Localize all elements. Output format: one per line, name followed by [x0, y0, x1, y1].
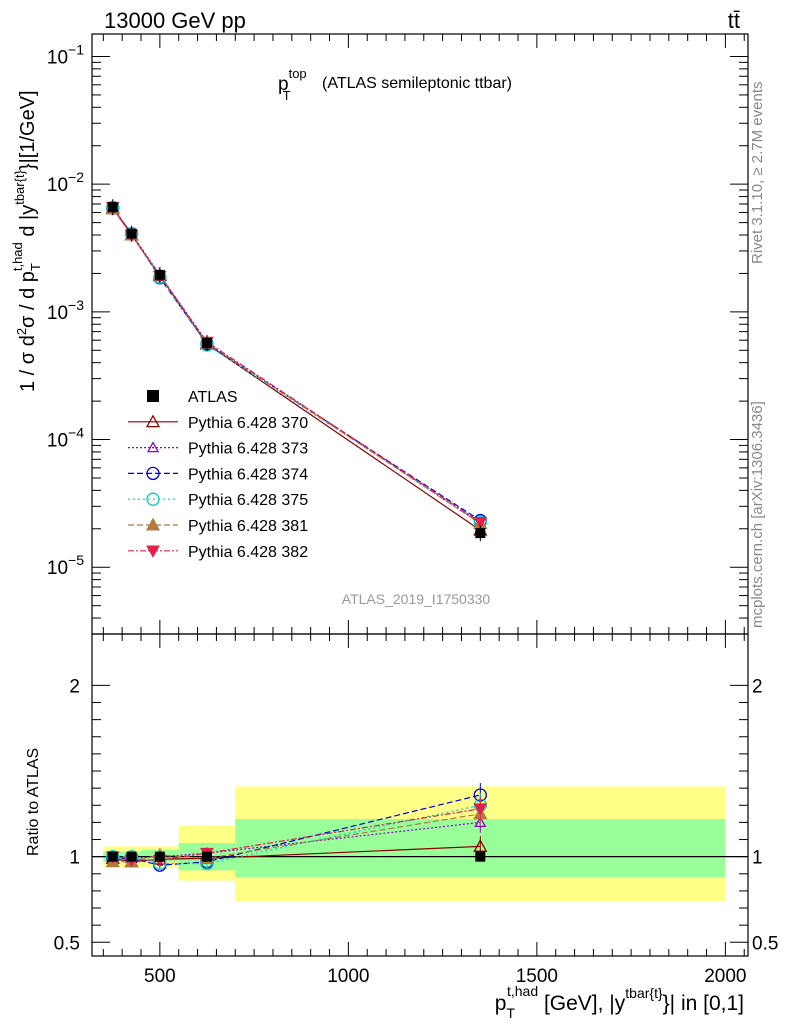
ratio-data-point — [201, 851, 212, 862]
title-rest: (ATLAS semileptonic ttbar) — [322, 75, 512, 92]
legend: ATLAS Pythia 6.428 370 Pythia 6.428 373 Pyt… — [128, 389, 308, 561]
series-marker — [145, 517, 161, 531]
x-tick-label: 1500 — [516, 966, 558, 987]
x-tick-label: 2000 — [704, 966, 746, 987]
ratio-tick-label-right: 2 — [752, 676, 763, 697]
legend-label: Pythia 6.428 375 — [188, 492, 308, 509]
main-ylabel: 1 / σ d2σ / d pTt,had d |ytbar{t}}|[1/Ge… — [10, 90, 43, 392]
legend-label: Pythia 6.428 382 — [188, 544, 308, 561]
ratio-tick-label: 2 — [69, 676, 80, 697]
main-axes: 10−5 10−4 10−3 10−2 10−1 — [47, 34, 748, 956]
ratio-line — [112, 808, 481, 861]
ratio-tick-label: 0.5 — [54, 933, 80, 954]
legend-label: Pythia 6.428 370 — [188, 415, 308, 432]
series-marker — [146, 492, 160, 506]
legend-label: Pythia 6.428 373 — [188, 441, 308, 458]
legend-label: Pythia 6.428 381 — [188, 518, 308, 535]
ratio-series — [105, 783, 488, 872]
ratio-axes: 500 1000 1500 2000 0.5 0.5 1 1 2 2 — [54, 676, 779, 987]
ratio-tick-label: 1 — [69, 848, 80, 869]
xlabel: pTt,had [GeV], |ytbar{t}}| in [0,1] — [495, 983, 744, 1021]
plot-title: ptop T (ATLAS semileptonic ttbar) — [278, 66, 512, 103]
series-marker — [473, 516, 488, 530]
analysis-watermark: ATLAS_2019_I1750330 — [342, 591, 491, 607]
series-marker — [146, 545, 160, 558]
x-tick-label: 500 — [144, 966, 176, 987]
legend-label: ATLAS — [188, 389, 238, 406]
ratio-data-point — [107, 851, 118, 862]
y-tick-label: 10−4 — [47, 425, 84, 452]
title-main: p — [278, 74, 289, 95]
series-marker — [146, 441, 160, 453]
ratio-tick-label-right: 1 — [752, 848, 763, 869]
ratio-tick-label-right: 0.5 — [752, 933, 778, 954]
ratio-ylabel: Ratio to ATLAS — [25, 748, 42, 856]
ratio-frame — [91, 633, 749, 957]
mcplots-label: mcplots.cern.ch [arXiv:1306.3436] — [749, 401, 766, 628]
legend-marker — [147, 390, 159, 402]
y-tick-label: 10−1 — [47, 41, 84, 68]
title-sup: top — [289, 66, 307, 81]
ratio-data-point — [126, 851, 137, 862]
series-marker — [473, 839, 488, 852]
title-sub: T — [283, 88, 291, 103]
ratio-data-point — [475, 851, 486, 862]
series-marker — [473, 803, 488, 816]
rivet-label: Rivet 3.1.10, ≥ 2.7M events — [749, 82, 766, 265]
header-energy-label: 13000 GeV pp — [104, 8, 246, 33]
y-tick-label: 10−5 — [47, 552, 84, 579]
x-tick-label: 1000 — [327, 966, 369, 987]
legend-label: Pythia 6.428 374 — [188, 466, 308, 483]
series-marker — [474, 816, 487, 828]
ratio-uncertainty-bands — [103, 786, 726, 902]
y-tick-label: 10−3 — [47, 297, 84, 324]
header-process-label: tt̄ — [728, 8, 740, 33]
series-marker — [146, 466, 160, 481]
series-line — [112, 206, 481, 523]
ratio-data-point — [154, 851, 165, 862]
y-tick-label: 10−2 — [47, 169, 84, 196]
main-series — [105, 199, 488, 542]
series-marker — [145, 414, 161, 428]
